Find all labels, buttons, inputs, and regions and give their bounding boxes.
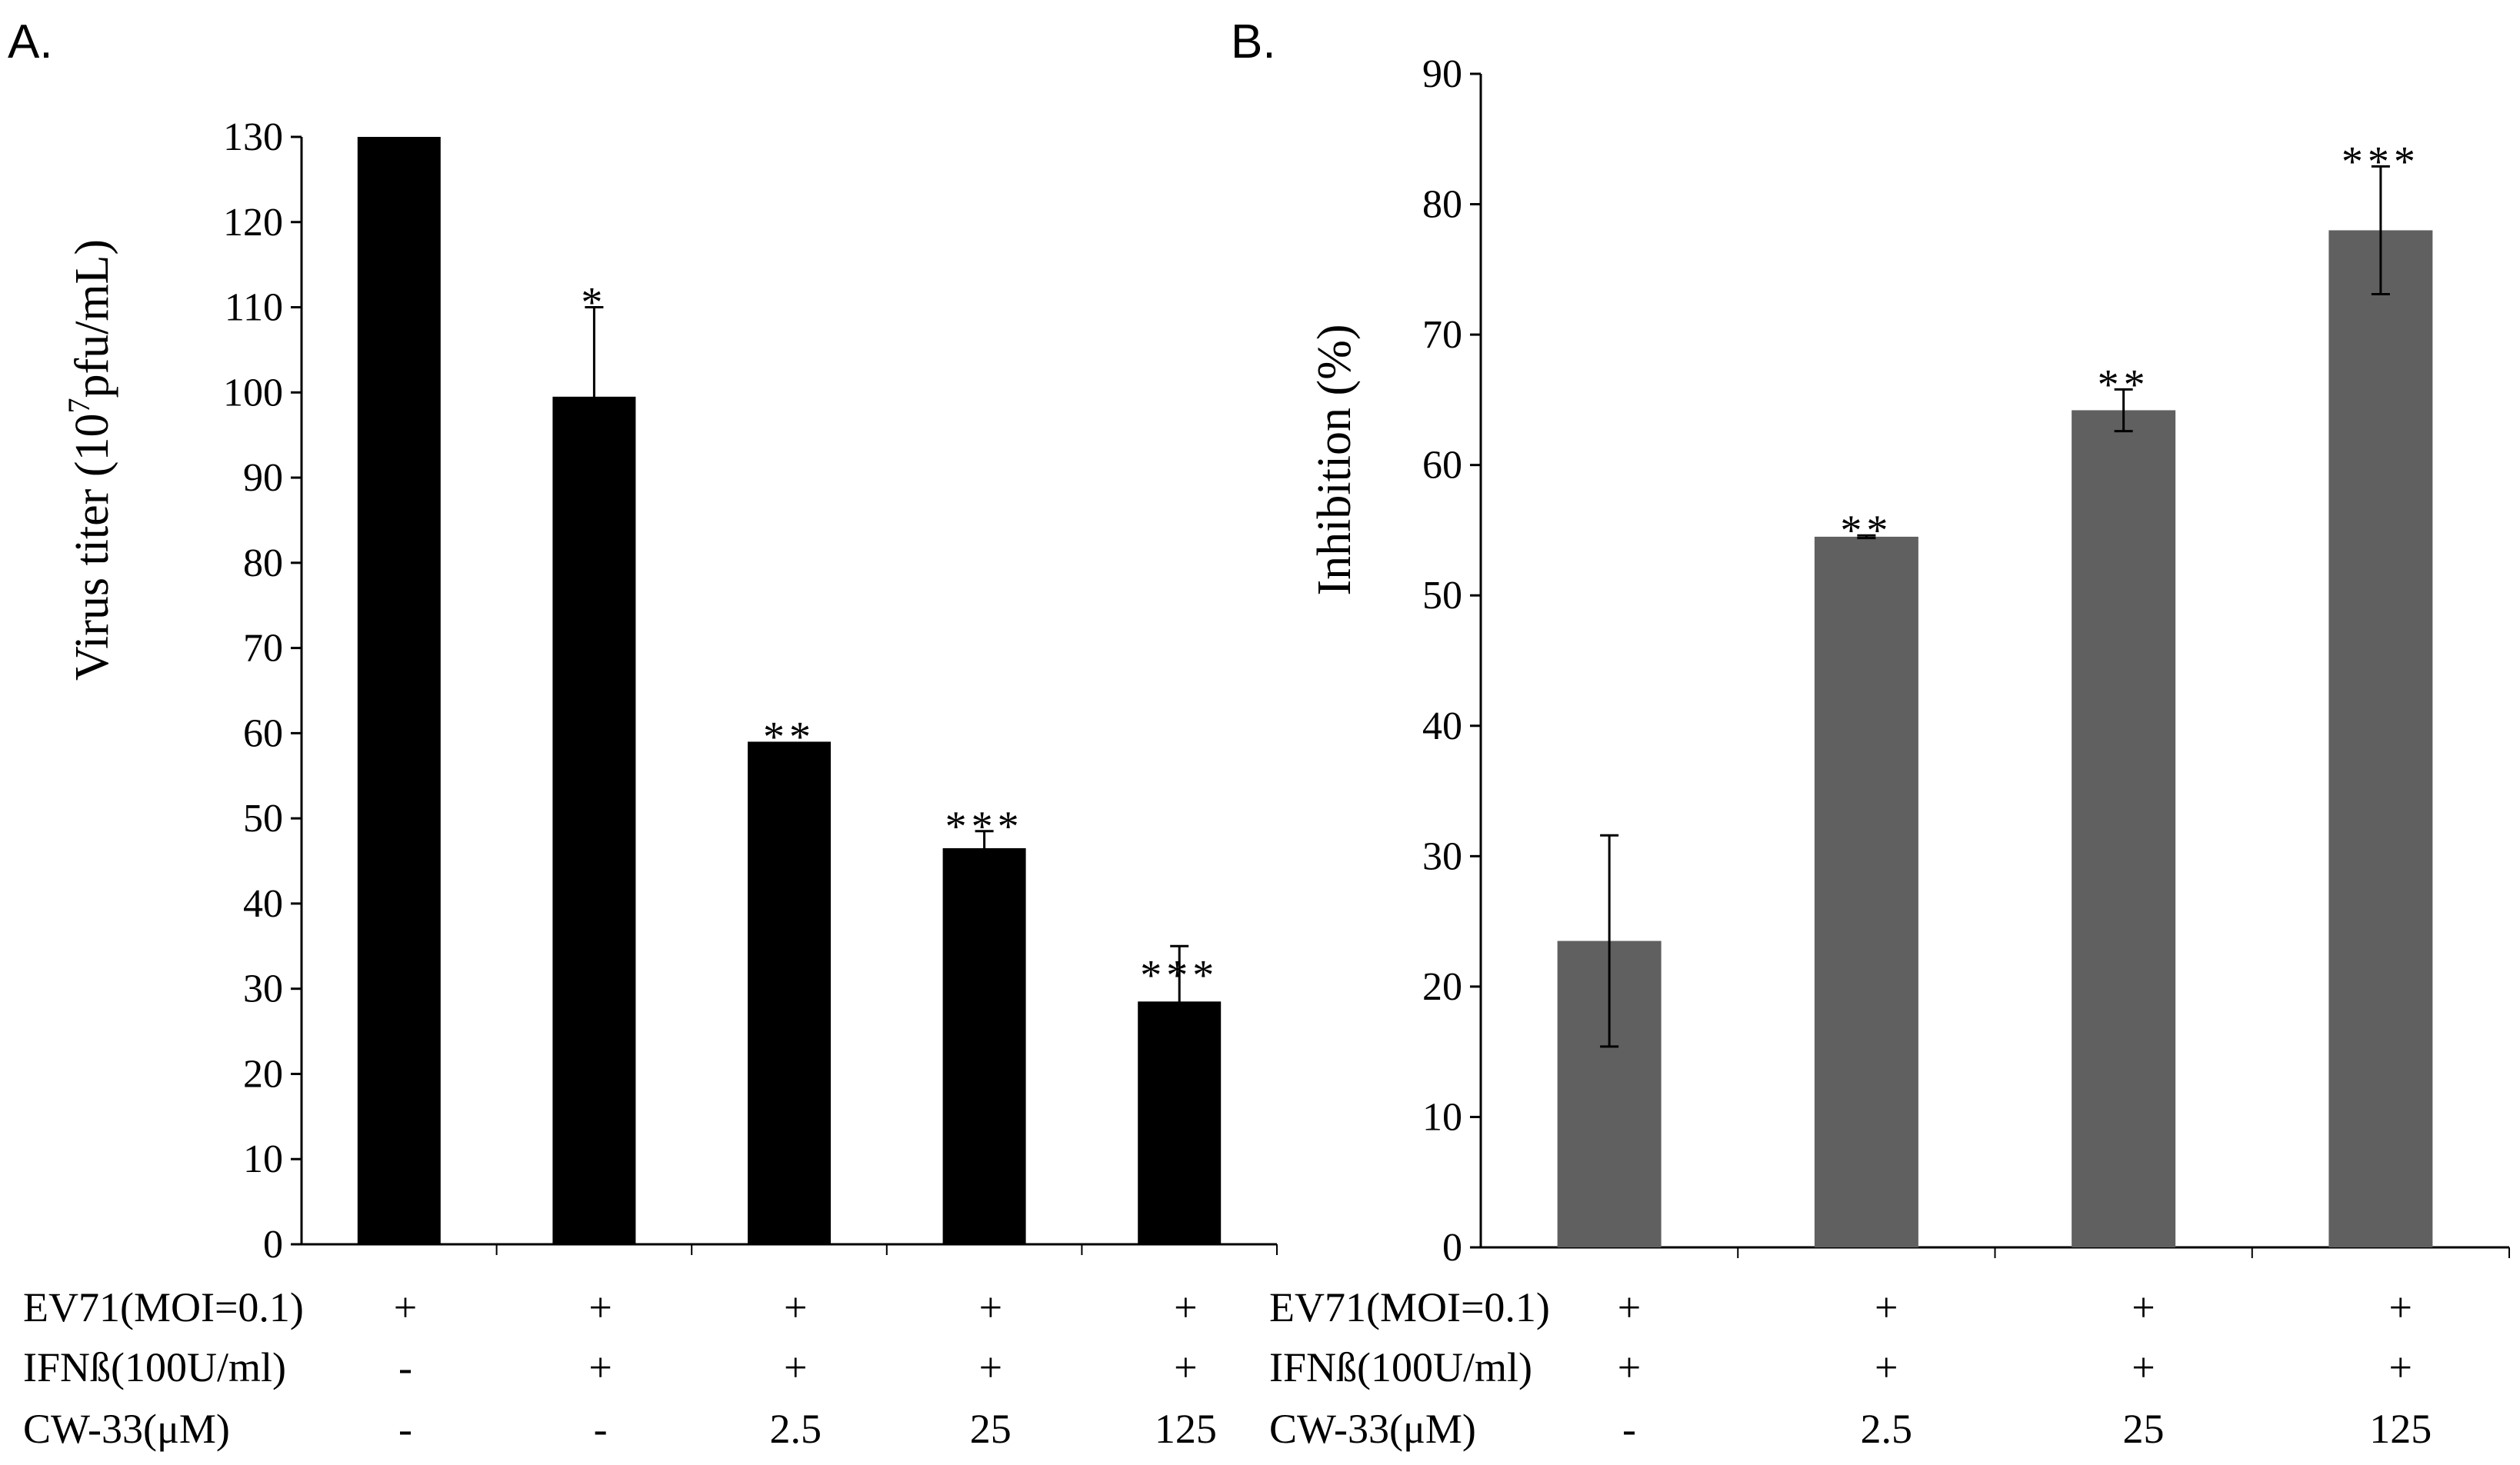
y-tick-label: 70 <box>243 627 283 671</box>
treatment-row-value: + <box>784 1344 807 1390</box>
y-axis-label-part: Virus titer (10 <box>66 414 118 681</box>
panel-label: A. <box>8 15 53 68</box>
bar <box>1814 536 1918 1247</box>
treatment-row-value: 25 <box>2123 1406 2165 1452</box>
y-tick-label: 40 <box>1422 704 1462 748</box>
treatment-row-value: + <box>1875 1284 1898 1330</box>
bar <box>942 847 1026 1244</box>
y-tick-label: 50 <box>1422 574 1462 618</box>
significance-label: *** <box>2342 138 2420 185</box>
y-axis-label: Inhibition (%) <box>1308 325 1361 596</box>
panel-label: B. <box>1231 15 1276 68</box>
y-tick-label: 110 <box>225 286 283 330</box>
treatment-row-label: EV71(MOI=0.1) <box>23 1284 304 1330</box>
treatment-row-value: + <box>2389 1284 2412 1330</box>
significance-label: *** <box>945 803 1024 851</box>
y-tick-label: 10 <box>1422 1095 1462 1139</box>
significance-label: *** <box>1140 951 1218 999</box>
treatment-row-value: - <box>594 1406 608 1452</box>
treatment-row-value: 2.5 <box>769 1406 822 1452</box>
treatment-row-value: + <box>979 1344 1002 1390</box>
treatment-row-label: CW-33(μM) <box>1269 1406 1476 1452</box>
treatment-row-value: + <box>588 1284 612 1330</box>
treatment-row-value: + <box>588 1344 612 1390</box>
treatment-row-value: + <box>394 1284 417 1330</box>
treatment-row-value: 25 <box>970 1406 1012 1452</box>
treatment-row-label: CW-33(μM) <box>23 1406 230 1452</box>
y-tick-label: 30 <box>1422 834 1462 878</box>
bar <box>748 741 831 1244</box>
treatment-row-value: 2.5 <box>1861 1406 1913 1452</box>
significance-label: * <box>581 279 607 327</box>
bar <box>2072 410 2176 1247</box>
y-tick-label: 40 <box>243 882 283 926</box>
treatment-row-value: + <box>1618 1344 1641 1390</box>
y-tick-label: 30 <box>243 967 283 1011</box>
y-axis-label-part: pfu/mL) <box>66 239 118 398</box>
bar <box>552 396 636 1244</box>
treatment-row-value: + <box>979 1284 1002 1330</box>
y-tick-label: 90 <box>243 456 283 500</box>
treatment-row-label: IFNß(100U/ml) <box>1269 1344 1532 1390</box>
treatment-row-label: EV71(MOI=0.1) <box>1269 1284 1550 1330</box>
y-tick-label: 60 <box>243 711 283 755</box>
y-tick-label: 0 <box>263 1223 283 1267</box>
treatment-row-value: + <box>2389 1344 2412 1390</box>
treatment-row-value: - <box>398 1344 412 1390</box>
significance-label: ** <box>2098 361 2150 408</box>
treatment-row-value: + <box>1174 1344 1197 1390</box>
treatment-row-value: - <box>398 1406 412 1452</box>
y-tick-label: 100 <box>223 371 283 415</box>
treatment-row-value: + <box>2132 1344 2155 1390</box>
y-tick-label: 20 <box>243 1052 283 1096</box>
treatment-row-value: - <box>1622 1406 1636 1452</box>
y-axis-label-superscript: 7 <box>62 398 96 414</box>
y-tick-label: 50 <box>243 797 283 841</box>
y-tick-label: 80 <box>243 541 283 585</box>
treatment-row-label: IFNß(100U/ml) <box>23 1344 286 1390</box>
y-tick-label: 120 <box>223 201 283 245</box>
y-tick-label: 70 <box>1422 313 1462 357</box>
bar <box>2328 230 2433 1247</box>
y-tick-label: 80 <box>1422 183 1462 227</box>
panel-a: A. 0 10 20 30 40 50 60 70 80 90 100 110 120 130 Virus t… <box>8 15 1278 1452</box>
y-tick-label: 90 <box>1422 52 1462 96</box>
y-tick-label: 10 <box>243 1137 283 1181</box>
treatment-row-value: + <box>784 1284 807 1330</box>
y-tick-label: 60 <box>1422 444 1462 488</box>
bar <box>357 137 441 1244</box>
treatment-row-value: + <box>1174 1284 1197 1330</box>
significance-label: ** <box>763 713 815 761</box>
treatment-row-value: + <box>1618 1284 1641 1330</box>
y-tick-label: 0 <box>1442 1226 1462 1270</box>
treatment-row-value: 125 <box>2369 1406 2432 1452</box>
significance-label: ** <box>1840 507 1892 554</box>
treatment-row-value: + <box>2132 1284 2155 1330</box>
y-axis-label: Virus titer (107pfu/mL) <box>62 239 118 681</box>
y-tick-label: 130 <box>223 115 283 159</box>
treatment-row-value: + <box>1875 1344 1898 1390</box>
y-tick-label: 20 <box>1422 965 1462 1009</box>
treatment-row-value: 125 <box>1155 1406 1217 1452</box>
